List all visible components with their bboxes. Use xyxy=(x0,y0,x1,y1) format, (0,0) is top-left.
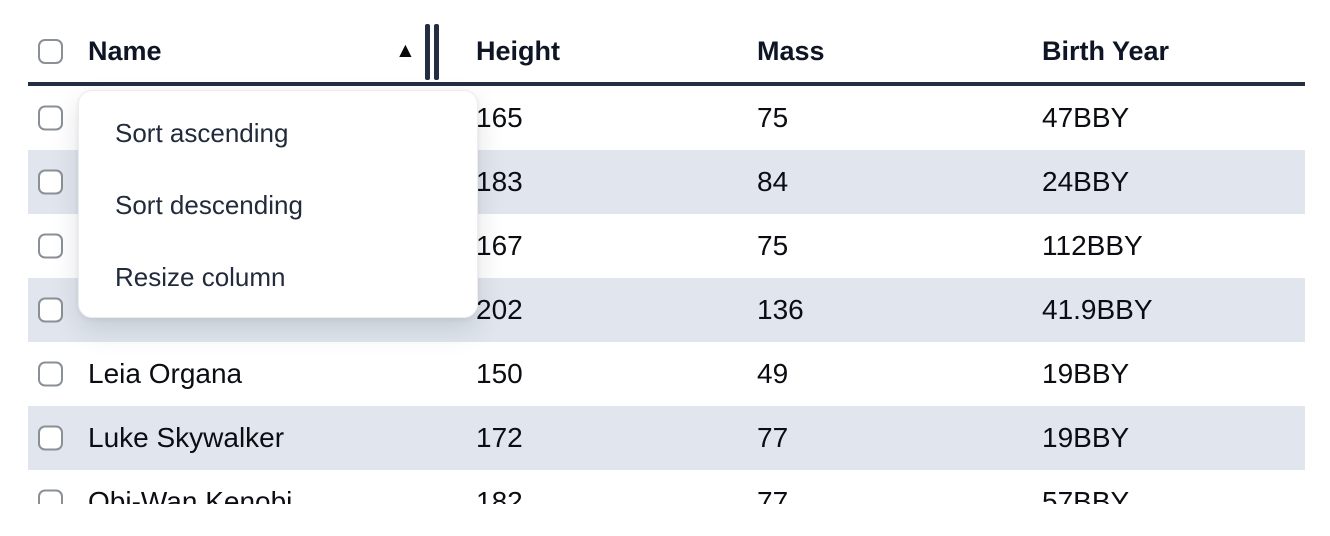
cell-height: 167 xyxy=(476,230,523,261)
cell-mass: 84 xyxy=(757,166,789,197)
cell-birth-year: 41.9BBY xyxy=(1042,294,1153,325)
row-checkbox[interactable] xyxy=(38,489,63,504)
column-resize-handle[interactable] xyxy=(425,24,439,80)
table-row: Luke Skywalker 172 77 19BBY xyxy=(28,406,1305,470)
cell-mass: 49 xyxy=(757,358,789,389)
table-row: Leia Organa 150 49 19BBY xyxy=(28,342,1305,406)
cell-mass: 75 xyxy=(757,102,789,133)
menu-item-sort-ascending[interactable]: Sort ascending xyxy=(115,118,289,148)
cell-height: 202 xyxy=(476,294,523,325)
row-checkbox[interactable] xyxy=(38,169,63,195)
sort-ascending-icon: ▲ xyxy=(395,39,416,62)
cell-height: 165 xyxy=(476,102,523,133)
row-checkbox[interactable] xyxy=(38,105,63,131)
cell-mass: 77 xyxy=(757,486,789,504)
table-row: Obi-Wan Kenobi 182 77 57BBY xyxy=(28,470,1305,504)
cell-name: Obi-Wan Kenobi xyxy=(88,486,293,504)
column-context-menu: Sort ascending Sort descending Resize co… xyxy=(78,90,478,318)
table-header-row: Name ▲ Height Mass Birth Year xyxy=(28,0,1305,86)
cell-mass: 77 xyxy=(757,422,789,453)
resize-bar-icon xyxy=(425,24,430,80)
column-header-mass[interactable]: Mass xyxy=(757,35,825,66)
cell-height: 172 xyxy=(476,422,523,453)
column-header-birth-year[interactable]: Birth Year xyxy=(1042,35,1170,66)
column-header-height[interactable]: Height xyxy=(476,35,560,66)
cell-birth-year: 57BBY xyxy=(1042,486,1130,504)
cell-name: Luke Skywalker xyxy=(88,422,285,453)
menu-item-resize-column[interactable]: Resize column xyxy=(115,262,286,292)
cell-birth-year: 112BBY xyxy=(1042,230,1143,261)
select-all-checkbox[interactable] xyxy=(38,39,63,64)
cell-birth-year: 19BBY xyxy=(1042,358,1130,389)
row-checkbox[interactable] xyxy=(38,425,63,451)
cell-height: 182 xyxy=(476,486,523,504)
cell-mass: 75 xyxy=(757,230,789,261)
cell-birth-year: 24BBY xyxy=(1042,166,1130,197)
cell-birth-year: 19BBY xyxy=(1042,422,1130,453)
menu-item-sort-descending[interactable]: Sort descending xyxy=(115,190,303,220)
column-header-name[interactable]: Name xyxy=(88,35,162,66)
resize-bar-icon xyxy=(434,24,439,80)
cell-birth-year: 47BBY xyxy=(1042,102,1130,133)
row-checkbox[interactable] xyxy=(38,361,63,387)
cell-height: 150 xyxy=(476,358,523,389)
cell-mass: 136 xyxy=(757,294,804,325)
cell-name: Leia Organa xyxy=(88,358,243,389)
row-checkbox[interactable] xyxy=(38,233,63,259)
row-checkbox[interactable] xyxy=(38,297,63,323)
cell-height: 183 xyxy=(476,166,523,197)
